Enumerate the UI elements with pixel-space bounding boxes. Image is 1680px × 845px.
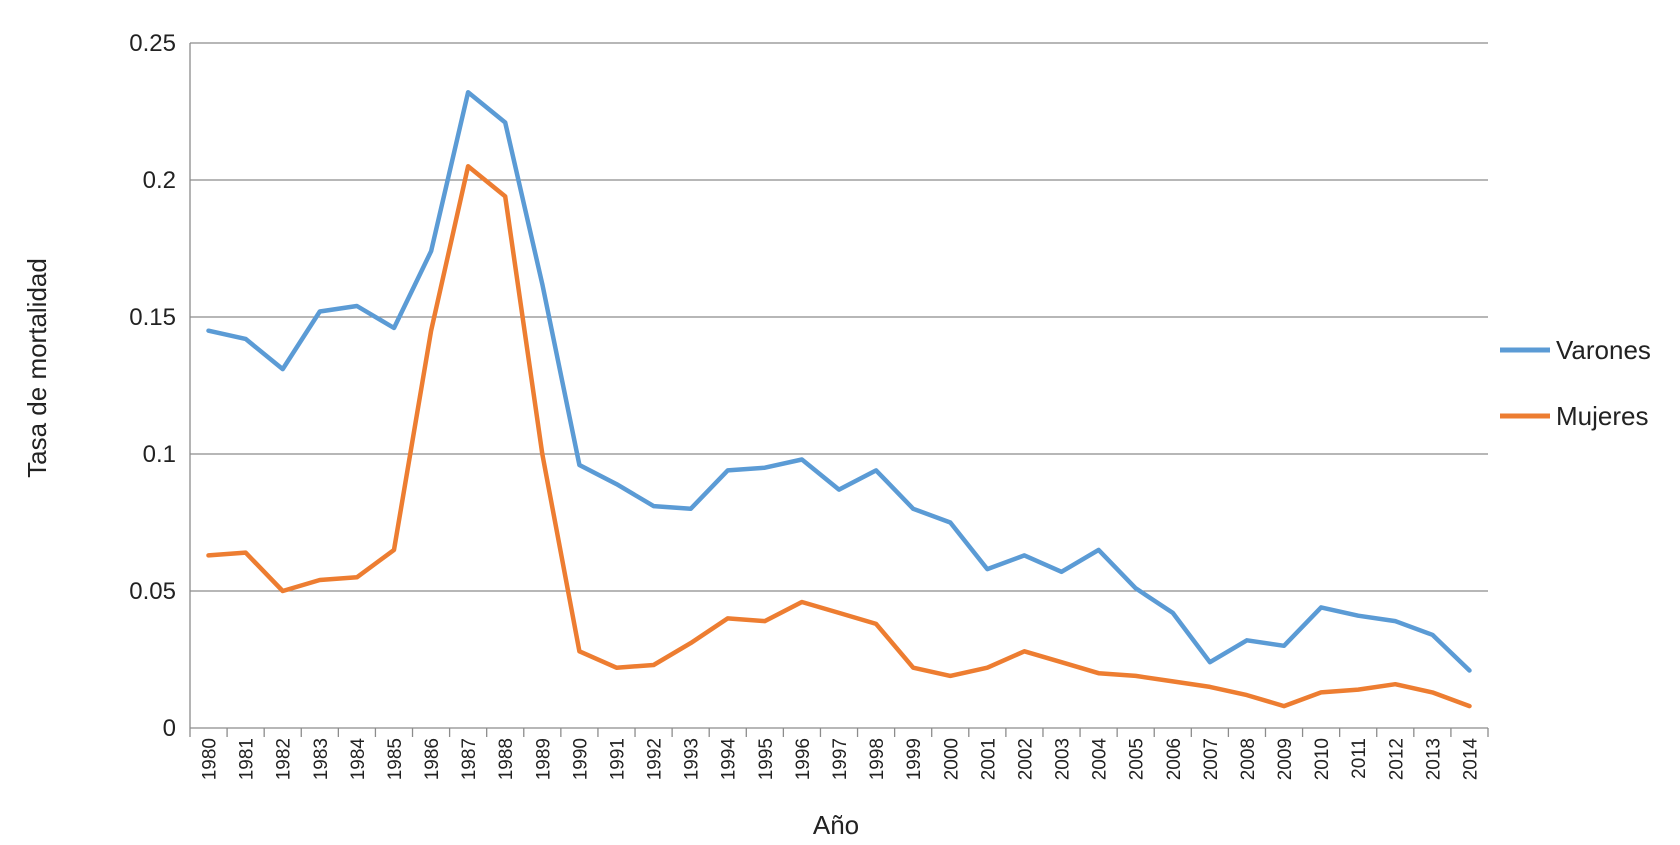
y-tick-label: 0.25 xyxy=(129,30,176,57)
x-tick-label: 2006 xyxy=(1164,738,1185,780)
x-tick-label: 1996 xyxy=(793,738,814,780)
x-tick-label: 1985 xyxy=(385,738,406,780)
x-tick-label: 2003 xyxy=(1053,738,1074,780)
series-line-mujeres xyxy=(206,164,1472,709)
x-tick-label: 2000 xyxy=(941,738,962,780)
x-tick-label: 2012 xyxy=(1386,738,1407,780)
gridlines xyxy=(190,42,1488,592)
x-tick-label: 1999 xyxy=(904,738,925,780)
x-tick-label: 1990 xyxy=(570,738,591,780)
series-line-varones xyxy=(206,90,1472,673)
x-tick-label: 1981 xyxy=(237,738,258,780)
x-axis-ticks: 1980 1981 1982 1983 1984 1985 1986 1987 1988 1989… xyxy=(200,738,1482,781)
y-tick-label: 0.15 xyxy=(129,304,176,331)
x-tick-label: 1994 xyxy=(719,738,740,781)
y-tick-label: 0 xyxy=(163,715,176,742)
x-tick-label: 1989 xyxy=(533,738,554,780)
y-tick-label: 0.1 xyxy=(143,441,176,468)
x-tick-label: 2011 xyxy=(1349,738,1370,779)
legend: Varones Mujeres xyxy=(1500,335,1651,431)
x-tick-label: 1984 xyxy=(348,738,369,781)
y-tick-label: 0.05 xyxy=(129,578,176,605)
x-tick-label: 2001 xyxy=(978,738,999,780)
x-tick-label: 2002 xyxy=(1015,738,1036,780)
x-tick-label: 1998 xyxy=(867,738,888,780)
x-tick-label: 2005 xyxy=(1127,738,1148,780)
x-tick-label: 2009 xyxy=(1275,738,1296,780)
x-tick-label: 1992 xyxy=(645,738,666,780)
x-tick-label: 1991 xyxy=(607,738,628,780)
x-tick-label: 2014 xyxy=(1460,738,1481,781)
legend-label: Mujeres xyxy=(1556,401,1648,431)
x-axis-title: Año xyxy=(813,810,859,840)
x-tick-label: 2007 xyxy=(1201,738,1222,780)
axes xyxy=(189,43,1489,737)
x-tick-label: 1987 xyxy=(459,738,480,780)
x-tick-label: 2013 xyxy=(1423,738,1444,780)
y-axis-ticks: 0 0.05 0.1 0.15 0.2 0.25 xyxy=(129,30,176,742)
x-tick-label: 2008 xyxy=(1238,738,1259,780)
x-tick-label: 1983 xyxy=(311,738,332,780)
y-tick-label: 0.2 xyxy=(143,167,176,194)
x-tick-label: 1980 xyxy=(200,738,221,780)
x-tick-label: 2010 xyxy=(1312,738,1333,780)
x-tick-label: 1986 xyxy=(422,738,443,780)
x-tick-label: 1988 xyxy=(496,738,517,780)
legend-label: Varones xyxy=(1556,335,1651,365)
x-tick-label: 1993 xyxy=(682,738,703,780)
x-tick-label: 1982 xyxy=(274,738,295,780)
x-tick-label: 2004 xyxy=(1090,738,1111,781)
x-tick-label: 1995 xyxy=(756,738,777,780)
y-axis-title: Tasa de mortalidad xyxy=(22,258,52,478)
series-lines xyxy=(206,90,1472,709)
x-tick-label: 1997 xyxy=(830,738,851,780)
